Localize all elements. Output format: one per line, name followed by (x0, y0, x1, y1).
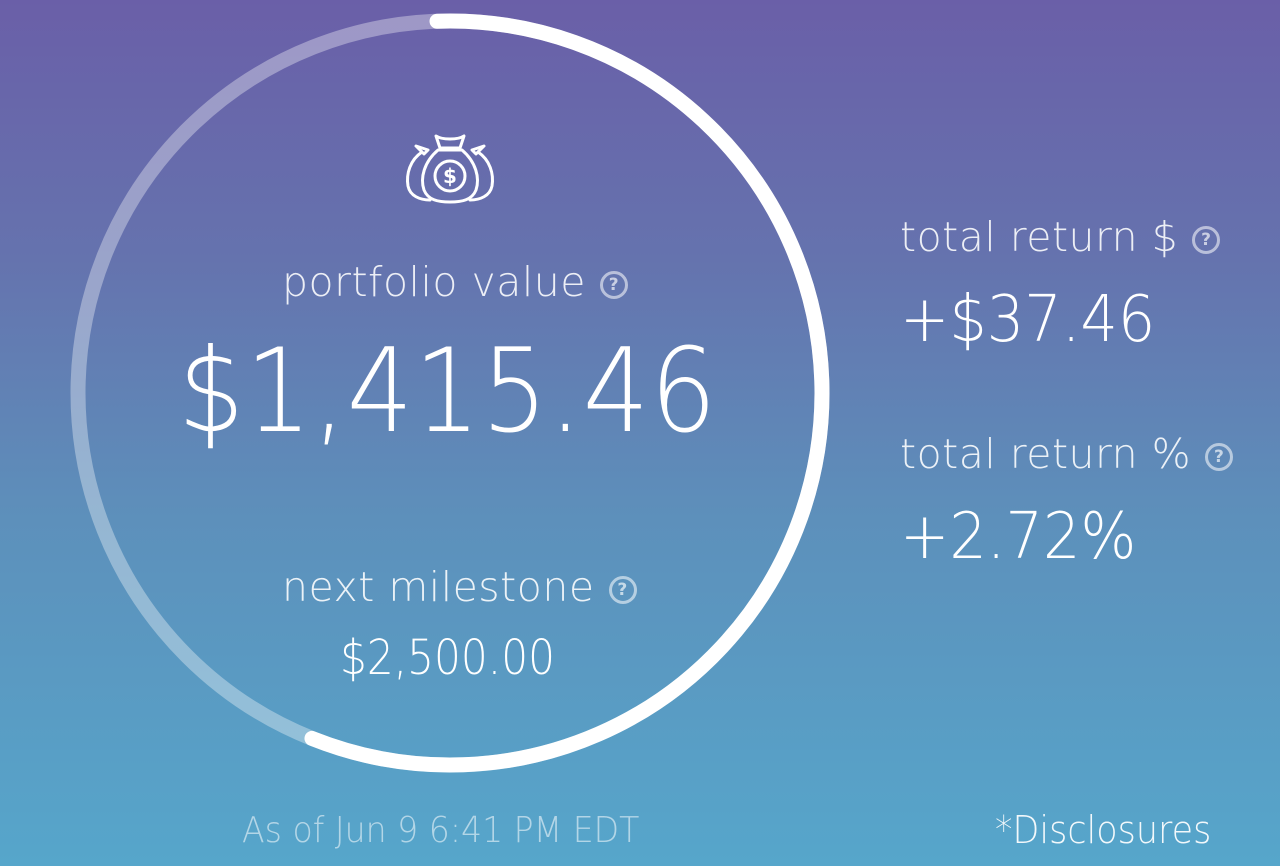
total-return-percent-label-text: total return % (900, 430, 1192, 478)
total-return-dollar-value: +$37.46 (900, 283, 1156, 357)
next-milestone-value: $2,500.00 (340, 630, 555, 686)
next-milestone-label-text: next milestone (282, 563, 595, 611)
disclosures-link[interactable]: *Disclosures (995, 808, 1212, 852)
svg-text:$: $ (443, 164, 457, 188)
portfolio-value-label: portfolio value? (282, 258, 628, 306)
next-milestone-label: next milestone? (282, 563, 637, 611)
total-return-dollar-label-text: total return $ (900, 213, 1179, 261)
as-of-timestamp: As of Jun 9 6:41 PM EDT (242, 810, 640, 851)
total-return-dollar-label: total return $? (900, 213, 1221, 261)
portfolio-value-help-icon[interactable]: ? (599, 271, 628, 299)
total-return-percent-help-icon[interactable]: ? (1205, 443, 1234, 471)
total-return-percent-value: +2.72% (900, 500, 1137, 574)
portfolio-value: $1,415.46 (178, 324, 718, 459)
next-milestone-help-icon[interactable]: ? (608, 576, 637, 604)
progress-ring-fill (70, 13, 830, 773)
money-bags-icon: $ (406, 134, 494, 204)
total-return-percent-label: total return %? (900, 430, 1234, 478)
portfolio-value-label-text: portfolio value (282, 258, 586, 306)
total-return-dollar-help-icon[interactable]: ? (1192, 226, 1221, 254)
